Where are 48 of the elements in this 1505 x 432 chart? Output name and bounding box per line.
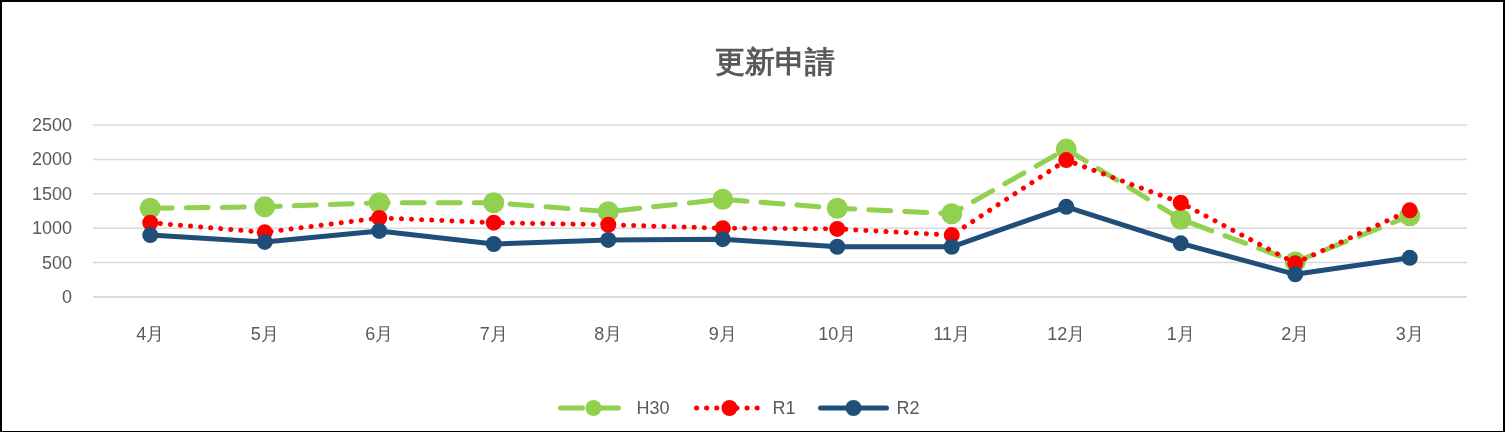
y-tick-label: 2500 [31,115,72,135]
x-tick-label: 4月 [136,324,165,344]
point [943,238,960,255]
point [1287,266,1304,283]
point [254,196,276,218]
x-tick-label: 2月 [1281,324,1310,344]
y-tick-label: 1000 [31,218,72,239]
point [485,236,502,253]
legend-label: H30 [636,398,670,418]
point [139,197,161,219]
y-tick-label: 500 [41,252,72,273]
x-tick-label: 5月 [250,324,279,344]
point [712,188,734,210]
point [485,214,502,231]
point [829,220,846,237]
x-tick-label: 6月 [365,324,394,344]
x-tick-label: 8月 [594,324,623,344]
point [371,209,388,226]
point [1401,249,1418,266]
point [826,197,848,219]
point [600,216,617,233]
x-tick-label: 9月 [708,324,737,344]
point [941,203,963,225]
x-tick-label: 12月 [1047,324,1086,344]
point [1058,152,1075,169]
point [142,227,159,244]
y-tick-label: 1500 [31,183,72,204]
x-tick-label: 7月 [479,324,508,344]
point [371,222,388,239]
point [1172,194,1189,211]
point [256,233,273,250]
y-tick-label: 0 [61,287,72,307]
chart-title: 更新申請 [715,45,835,78]
x-tick-label: 3月 [1395,324,1424,344]
point [483,192,505,214]
point [1172,235,1189,252]
x-tick-label: 10月 [818,324,857,344]
y-tick-label: 2000 [31,149,72,170]
point [714,231,731,248]
point [1170,208,1192,230]
point [600,231,617,248]
legend-label: R2 [896,398,920,418]
x-tick-label: 11月 [933,324,971,344]
x-tick-label: 1月 [1166,324,1195,344]
legend-label: R1 [772,398,796,418]
point [368,192,390,214]
point [1058,198,1075,215]
point [829,238,846,255]
